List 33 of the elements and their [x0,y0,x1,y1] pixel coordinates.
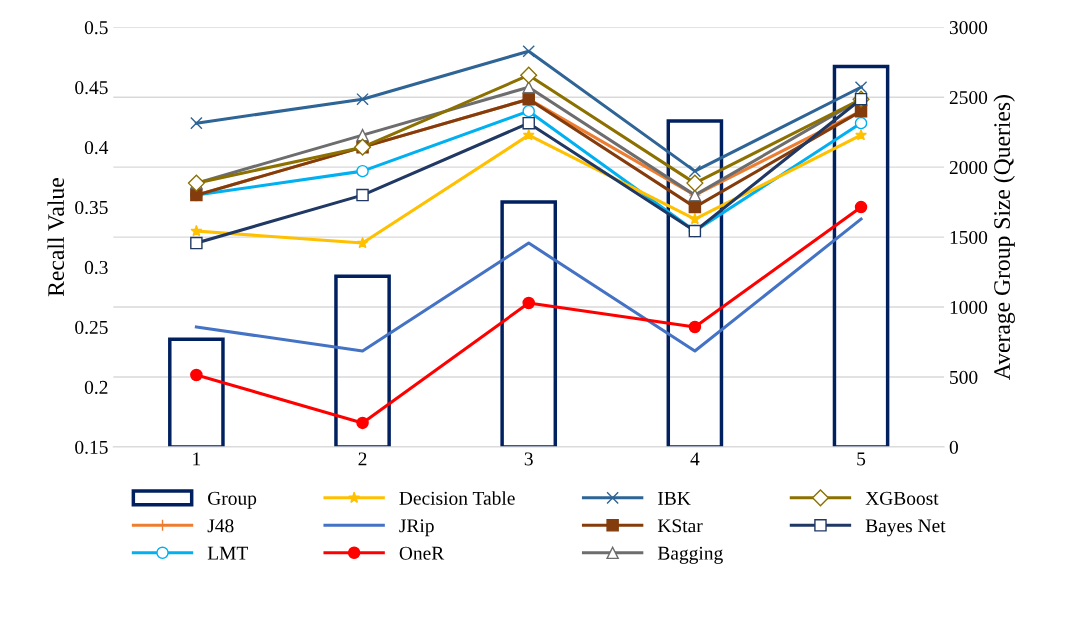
x-tick-label: 1 [193,452,201,466]
legend-label: LMT [207,546,248,560]
y2-tick-label: 1000 [950,300,988,314]
legend-label: XGBoost [865,491,939,505]
y2-axis-title: Average Group Size (Queries) [993,95,1015,380]
x-tick-label: 4 [690,452,700,466]
y-tick-label: 0.35 [75,200,108,215]
x-tick-label: 2 [358,452,367,466]
y2-tick-label: 0 [949,440,958,454]
y2-tick-label: 2000 [949,160,988,175]
y-tick-label: 0.2 [84,380,108,394]
y-tick-label: 0.5 [84,21,108,35]
y-tick-label: 0.3 [84,260,108,275]
legend-label: IBK [658,491,691,505]
legend-label: JRip [399,519,434,537]
legend-label: KStar [657,519,703,533]
legend-label: Bayes Net [865,519,946,537]
legend-label: J48 [207,519,234,533]
legend-label: Decision Table [399,491,515,505]
y2-tick-label: 500 [950,370,978,384]
y2-tick-label: 3000 [949,21,988,35]
x-tick-label: 3 [524,452,533,466]
y2-tick-label: 1500 [950,230,988,245]
legend-label: Bagging [657,546,723,564]
legend-label: OneR [399,546,445,560]
y-tick-label: 0.25 [75,320,108,335]
x-tick-label: 5 [857,452,866,466]
legend-label: Group [208,491,257,509]
y-axis-title: Recall Value [47,178,65,297]
y-tick-label: 0.15 [75,440,108,454]
y-tick-label: 0.45 [75,81,108,95]
y-tick-label: 0.4 [84,140,109,155]
y2-tick-label: 2500 [949,91,988,105]
